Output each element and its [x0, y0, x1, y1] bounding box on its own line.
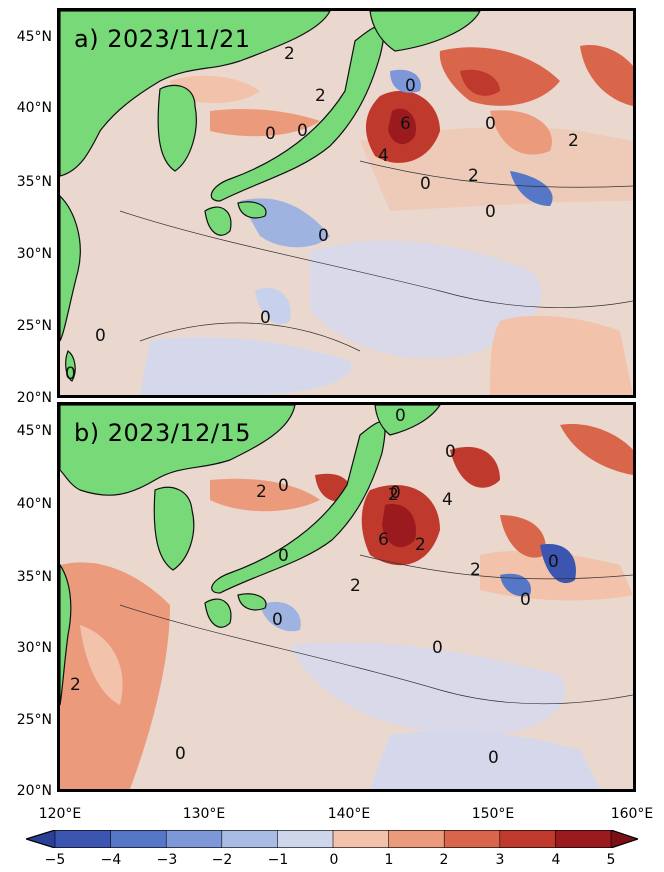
colorbar-bin [499, 830, 556, 848]
colorbar-tick-label: −2 [211, 852, 233, 868]
colorbar-tick-label: −4 [100, 852, 122, 868]
colorbar-max-arrow [611, 830, 638, 848]
colorbar-tick-label: 5 [606, 852, 616, 868]
contour-label: 0 [318, 226, 329, 246]
colorbar-bin [277, 830, 334, 848]
colorbar-tick-label: 1 [384, 852, 394, 868]
contour-label: 0 [265, 124, 276, 144]
lat-label: 25°N [16, 712, 52, 728]
colorbar-bin [221, 830, 278, 848]
anomaly-map-b: 0 0 2 0 2 0 4 6 2 2 0 0 0 2 0 0 0 2 0 [60, 405, 633, 789]
contour-label: 2 [256, 482, 267, 502]
lon-label: 140°E [327, 806, 371, 822]
contour-label: 2 [415, 535, 426, 555]
contour-label: 6 [378, 530, 389, 550]
contour-label: 0 [65, 364, 76, 384]
lat-label: 35°N [16, 569, 52, 585]
contour-label: 0 [272, 610, 283, 630]
contour-label: 0 [520, 590, 531, 610]
contour-label: 2 [388, 485, 399, 505]
lon-label: 160°E [610, 806, 654, 822]
contour-label: 0 [395, 406, 406, 426]
contour-label: 4 [378, 146, 389, 166]
lon-label: 150°E [471, 806, 515, 822]
contour-label: 0 [405, 76, 416, 96]
colorbar-tick-label: 3 [495, 852, 505, 868]
lat-label: 45°N [16, 423, 52, 439]
colorbar-tick-label: 0 [329, 852, 339, 868]
lat-label: 45°N [16, 29, 52, 45]
colorbar-bin [166, 830, 223, 848]
contour-labels-b: 0 0 2 0 2 0 4 6 2 2 0 0 0 2 0 0 0 2 0 [70, 406, 559, 768]
contour-label: 0 [278, 546, 289, 566]
contour-label: 2 [315, 86, 326, 106]
contour-label: 0 [485, 114, 496, 134]
panel-label-a: a) 2023/11/21 [74, 25, 251, 53]
lat-label: 30°N [16, 246, 52, 262]
contour-label: 4 [442, 490, 453, 510]
contour-label: 2 [70, 675, 81, 695]
panel-label-b: b) 2023/12/15 [74, 419, 252, 447]
contour-labels-a: 2 2 0 0 0 4 6 0 2 0 0 0 0 0 0 2 [65, 44, 579, 384]
contour-label: 6 [400, 114, 411, 134]
lat-label: 40°N [16, 100, 52, 116]
contour-label: 0 [175, 744, 186, 764]
lat-label: 40°N [16, 496, 52, 512]
colorbar-tick-label: −5 [44, 852, 66, 868]
colorbar-bin [444, 830, 501, 848]
contour-label: 0 [260, 308, 271, 328]
contour-label: 0 [420, 174, 431, 194]
contour-label: 2 [284, 44, 295, 64]
colorbar-min-arrow [26, 830, 55, 848]
colorbar-bin [333, 830, 390, 848]
lat-label: 35°N [16, 174, 52, 190]
contour-label: 0 [297, 121, 308, 141]
contour-label: 0 [445, 442, 456, 462]
contour-label: 0 [390, 483, 401, 503]
contour-label: 0 [432, 638, 443, 658]
colorbar [26, 830, 638, 848]
map-panel-b: 0 0 2 0 2 0 4 6 2 2 0 0 0 2 0 0 0 2 0 b)… [57, 402, 636, 792]
contour-label: 0 [95, 326, 106, 346]
colorbar-tick-label: −3 [156, 852, 178, 868]
lat-label: 20°N [16, 783, 52, 799]
colorbar-bin [555, 830, 612, 848]
contour-label: 0 [485, 202, 496, 222]
lat-label: 30°N [16, 640, 52, 656]
lon-label: 130°E [182, 806, 226, 822]
colorbar-bin [110, 830, 167, 848]
colorbar-tick-label: 4 [551, 852, 561, 868]
lat-label: 25°N [16, 318, 52, 334]
lon-label: 120°E [38, 806, 82, 822]
anomaly-map-a: 2 2 0 0 0 4 6 0 2 0 0 0 0 0 0 2 [60, 11, 633, 395]
map-panel-a: 2 2 0 0 0 4 6 0 2 0 0 0 0 0 0 2 a) 2023/… [57, 8, 636, 398]
colorbar-tick-label: 2 [439, 852, 449, 868]
colorbar-tick-label: −1 [267, 852, 289, 868]
colorbar-bin [55, 830, 112, 848]
contour-label: 0 [488, 748, 499, 768]
contour-label: 2 [468, 166, 479, 186]
contour-label: 2 [470, 560, 481, 580]
lat-label: 20°N [16, 390, 52, 406]
contour-label: 0 [278, 476, 289, 496]
colorbar-bin [388, 830, 445, 848]
contour-label: 0 [548, 552, 559, 572]
contour-label: 2 [568, 131, 579, 151]
contour-label: 2 [350, 576, 361, 596]
